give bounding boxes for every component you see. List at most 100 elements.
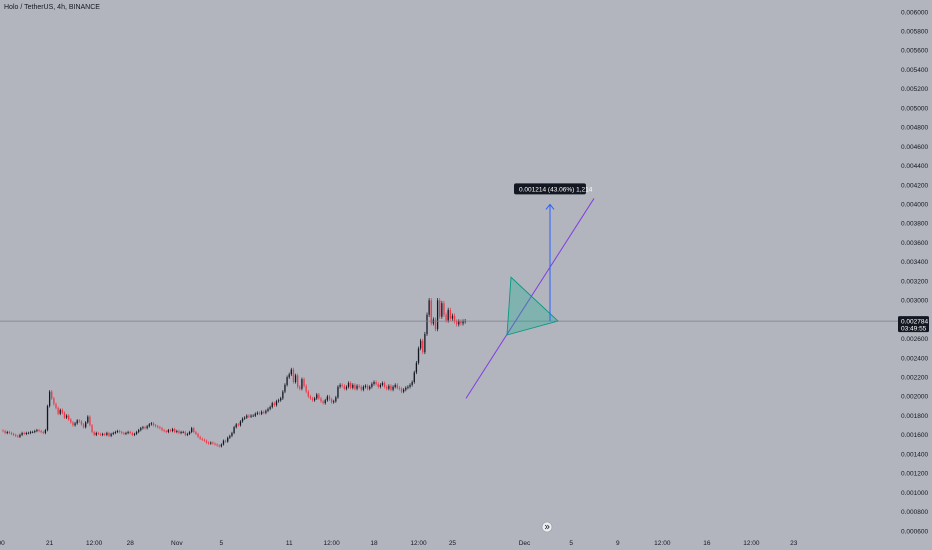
candle-body bbox=[390, 385, 392, 390]
candle-body bbox=[121, 432, 123, 433]
candle-body bbox=[224, 440, 227, 442]
candle-body bbox=[131, 432, 133, 435]
candle-body bbox=[32, 432, 34, 433]
candle-body bbox=[434, 319, 437, 330]
price-tick-label: 0.002000 bbox=[901, 394, 928, 401]
candle-body bbox=[178, 431, 180, 433]
price-tick-label: 0.001200 bbox=[901, 471, 928, 478]
candle-body bbox=[27, 432, 30, 434]
candle-body bbox=[392, 386, 394, 390]
candle-body bbox=[241, 418, 244, 422]
candle-body bbox=[167, 430, 170, 433]
candle-body bbox=[246, 415, 248, 418]
candle-body bbox=[91, 425, 93, 433]
candle-body bbox=[375, 382, 377, 384]
candle-body bbox=[214, 443, 216, 445]
price-tick-label: 0.003200 bbox=[901, 278, 928, 285]
candle-body bbox=[65, 415, 68, 418]
goto-realtime-button[interactable] bbox=[541, 521, 553, 533]
candle-body bbox=[12, 433, 15, 435]
candle-body bbox=[290, 369, 292, 375]
candle-body bbox=[46, 406, 49, 431]
candle-body bbox=[339, 384, 341, 387]
candle-body bbox=[328, 396, 331, 400]
triangle-pattern[interactable] bbox=[506, 276, 559, 336]
bar-countdown: 03:49:55 bbox=[901, 326, 927, 333]
candle-body bbox=[343, 385, 345, 389]
candle-body bbox=[284, 384, 286, 392]
price-tick-label: 0.003600 bbox=[901, 240, 928, 247]
candle-body bbox=[210, 442, 212, 444]
candle-body bbox=[188, 432, 191, 434]
candle-body bbox=[345, 386, 348, 389]
candle-body bbox=[82, 424, 85, 428]
candle-body bbox=[417, 348, 420, 363]
candle-body bbox=[146, 426, 148, 429]
candle-body bbox=[36, 430, 38, 432]
candle-body bbox=[324, 400, 326, 404]
candle-body bbox=[265, 410, 267, 413]
candle-body bbox=[38, 430, 40, 432]
candle-body bbox=[254, 413, 256, 416]
candle-body bbox=[63, 412, 66, 418]
candle-body bbox=[422, 340, 424, 353]
candle-body bbox=[163, 430, 165, 432]
time-tick-label: 12:00 bbox=[323, 540, 340, 547]
candle-body bbox=[354, 384, 356, 389]
candle-body bbox=[316, 394, 318, 399]
time-tick-label: 12:00 bbox=[743, 540, 760, 547]
candle-body bbox=[377, 383, 379, 387]
candle-body bbox=[381, 382, 384, 385]
candle-body bbox=[142, 427, 144, 429]
candle-body bbox=[23, 432, 25, 434]
time-tick-label: Dec bbox=[519, 540, 531, 547]
candle-body bbox=[258, 412, 261, 414]
candle-body bbox=[288, 374, 290, 378]
candle-body bbox=[227, 437, 229, 442]
candle-body bbox=[379, 384, 382, 387]
candle-body bbox=[426, 314, 428, 334]
candle-body bbox=[106, 432, 108, 435]
candle-body bbox=[267, 408, 269, 411]
time-axis[interactable]: 12:00 21 12:00 28 Nov 5 11 12:00 18 12:00 25 Dec 5 9 1… bbox=[0, 540, 798, 547]
candle-body bbox=[451, 315, 454, 319]
candle-body bbox=[212, 442, 214, 444]
candle-body bbox=[292, 369, 295, 383]
candle-body bbox=[235, 424, 237, 428]
price-tick-label: 0.005000 bbox=[901, 105, 928, 112]
candle-body bbox=[445, 314, 447, 321]
candle-body bbox=[129, 432, 131, 433]
candle-body bbox=[34, 431, 36, 433]
candle-body bbox=[407, 386, 409, 388]
candle-body bbox=[165, 431, 167, 433]
candle-body bbox=[118, 431, 121, 433]
candle-body bbox=[174, 429, 176, 433]
trend-line[interactable] bbox=[465, 198, 595, 399]
measure-tooltip: 0.001214 (43.06%) 1,214 bbox=[514, 183, 593, 195]
candle-body bbox=[108, 432, 110, 436]
candle-body bbox=[127, 432, 129, 433]
candle-body bbox=[104, 433, 106, 435]
candle-body bbox=[97, 432, 100, 434]
price-axis[interactable]: 0.006000 0.005800 0.005600 0.005400 0.005200… bbox=[901, 9, 928, 535]
last-price-badge-bg bbox=[898, 316, 929, 333]
drawings-layer[interactable] bbox=[465, 198, 595, 399]
candle-body bbox=[203, 439, 206, 441]
candle-body bbox=[449, 309, 451, 319]
candle-body bbox=[15, 434, 17, 436]
candle-body bbox=[237, 424, 239, 426]
candle-body bbox=[184, 432, 186, 435]
candle-body bbox=[72, 422, 74, 426]
candle-body bbox=[229, 435, 231, 438]
time-tick-label: 25 bbox=[449, 540, 457, 547]
price-tick-label: 0.001800 bbox=[901, 413, 928, 420]
candle-body bbox=[358, 385, 360, 387]
price-tick-label: 0.002200 bbox=[901, 375, 928, 382]
candle-body bbox=[21, 432, 23, 435]
candle-body bbox=[248, 415, 250, 417]
candle-body bbox=[460, 321, 462, 324]
candle-body bbox=[462, 321, 464, 324]
candle-body bbox=[282, 391, 284, 399]
candle-body bbox=[364, 385, 367, 387]
